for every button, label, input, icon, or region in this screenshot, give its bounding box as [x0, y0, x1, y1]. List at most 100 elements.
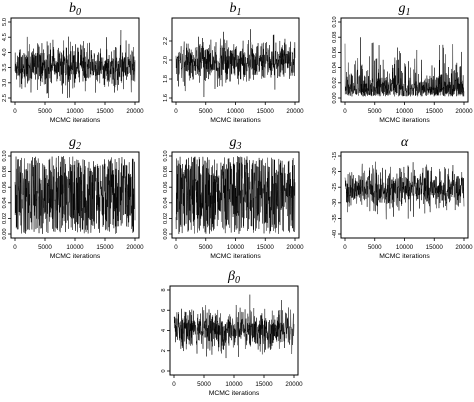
x-tick-label: 0	[172, 381, 176, 388]
x-axis-label: MCMC iterations	[50, 253, 101, 260]
x-tick-label: 15000	[426, 108, 444, 115]
x-tick-label: 20000	[285, 381, 303, 388]
y-tick-label: -35	[332, 214, 338, 222]
x-axis-label: MCMC iterations	[379, 117, 430, 124]
x-tick-label: 20000	[286, 244, 304, 251]
panel-title: g2	[69, 135, 81, 152]
y-tick-label: 0.02	[163, 213, 169, 224]
y-tick-label: -20	[332, 167, 338, 175]
y-tick-label: 6	[161, 309, 167, 312]
y-tick-label: 0.00	[2, 228, 8, 239]
x-tick-label: 10000	[396, 244, 414, 251]
y-tick-label: -30	[332, 199, 338, 207]
x-tick-label: 0	[13, 244, 17, 251]
x-tick-label: 15000	[96, 108, 114, 115]
y-tick-label: 0.06	[163, 182, 169, 193]
y-tick-label: -15	[332, 152, 338, 160]
y-tick-label: 4	[161, 328, 167, 332]
trace-line	[14, 156, 136, 234]
trace-panel-6: 0 5000 10000 15000 20000 -40 -35 -30 -25 -20 -15 MC…	[332, 135, 473, 260]
y-tick-label: 0.04	[332, 61, 338, 73]
x-tick-label: 20000	[286, 108, 304, 115]
x-axis-label: MCMC iterations	[50, 117, 101, 124]
y-tick-label: 3.5	[2, 64, 8, 72]
y-tick-label: 2.2	[163, 37, 169, 45]
x-tick-label: 5000	[38, 108, 52, 115]
y-tick-label: 1.6	[163, 94, 169, 102]
x-tick-label: 15000	[257, 108, 275, 115]
x-tick-label: 20000	[126, 108, 144, 115]
y-tick-label: 0.10	[332, 16, 338, 27]
x-tick-label: 5000	[368, 244, 382, 251]
x-tick-label: 15000	[255, 381, 273, 388]
x-tick-label: 10000	[227, 108, 245, 115]
trace-panel-4: 0 5000 10000 15000 20000 0.00 0.02 0.04 0.06 0.08…	[2, 135, 144, 260]
x-tick-label: 10000	[66, 244, 84, 251]
x-tick-label: 5000	[38, 244, 52, 251]
y-tick-label: 5.0	[2, 18, 8, 26]
x-tick-label: 10000	[396, 108, 414, 115]
x-tick-label: 10000	[66, 108, 84, 115]
y-tick-label: 0	[161, 369, 167, 372]
panel-title: α	[401, 135, 409, 150]
panel-title: β0	[227, 269, 240, 286]
y-tick-label: 0.00	[163, 228, 169, 239]
y-tick-label: 0.06	[2, 182, 8, 193]
x-tick-label: 0	[343, 244, 347, 251]
x-tick-label: 5000	[197, 381, 211, 388]
y-tick-label: 0.00	[332, 92, 338, 103]
panel-title: g3	[230, 135, 242, 152]
x-tick-label: 15000	[96, 244, 114, 251]
y-tick-label: 0.10	[2, 150, 8, 161]
x-tick-label: 5000	[199, 108, 213, 115]
y-tick-label: 8	[161, 288, 167, 291]
y-tick-label: 4.0	[2, 48, 8, 56]
y-tick-label: 1.8	[163, 75, 169, 83]
x-axis-label: MCMC iterations	[210, 253, 261, 260]
x-tick-label: 5000	[199, 244, 213, 251]
panel-title: b0	[69, 1, 81, 18]
x-tick-label: 0	[174, 244, 178, 251]
y-tick-label: 2	[161, 349, 167, 352]
y-tick-label: 0.08	[332, 32, 338, 43]
trace-line	[173, 294, 295, 359]
y-tick-label: -40	[332, 230, 338, 238]
x-tick-label: 10000	[225, 381, 243, 388]
x-tick-label: 0	[174, 108, 178, 115]
trace-panel-5: 0 5000 10000 15000 20000 0.00 0.02 0.04 0.06 0.08…	[163, 135, 304, 260]
trace-line	[175, 29, 296, 98]
x-axis-label: MCMC iterations	[379, 253, 430, 260]
y-tick-label: 0.06	[332, 47, 338, 58]
trace-line	[175, 156, 296, 234]
y-tick-label: -25	[332, 183, 338, 191]
x-tick-label: 20000	[455, 108, 473, 115]
x-axis-label: MCMC iterations	[209, 390, 260, 397]
y-tick-label: 0.02	[332, 77, 338, 88]
y-tick-label: 3.0	[2, 79, 8, 87]
trace-panel-3: 0 5000 10000 15000 20000 0.00 0.02 0.04 0.06 0.08…	[332, 1, 473, 124]
x-tick-label: 0	[13, 108, 17, 115]
x-tick-label: 15000	[257, 244, 275, 251]
y-tick-label: 2.5	[2, 94, 8, 102]
y-tick-label: 0.02	[2, 213, 8, 224]
trace-line	[344, 161, 465, 220]
x-tick-label: 20000	[455, 244, 473, 251]
x-axis-label: MCMC iterations	[210, 117, 261, 124]
x-tick-label: 20000	[126, 244, 144, 251]
y-tick-label: 2.0	[163, 56, 169, 64]
y-tick-label: 0.04	[2, 196, 8, 208]
y-tick-label: 0.08	[163, 166, 169, 177]
x-tick-label: 0	[343, 108, 347, 115]
x-tick-label: 10000	[227, 244, 245, 251]
y-tick-label: 4.5	[2, 33, 8, 41]
trace-panel-2: 0 5000 10000 15000 20000 1.6 1.8 2.0 2.2 MCMC ite…	[163, 1, 304, 124]
x-tick-label: 15000	[426, 244, 444, 251]
y-tick-label: 0.04	[163, 196, 169, 208]
y-tick-label: 0.10	[163, 150, 169, 161]
trace-panel-7: 0 5000 10000 15000 20000 0 2 4 6 8 MCMC iterations…	[161, 269, 303, 397]
panel-title: b1	[230, 1, 242, 18]
panel-title: g1	[399, 1, 411, 18]
trace-line	[344, 37, 465, 98]
trace-panel-1: 0 5000 10000 15000 20000 2.5 3.0 3.5 4.0 4.5 5.0 MC…	[2, 1, 144, 124]
